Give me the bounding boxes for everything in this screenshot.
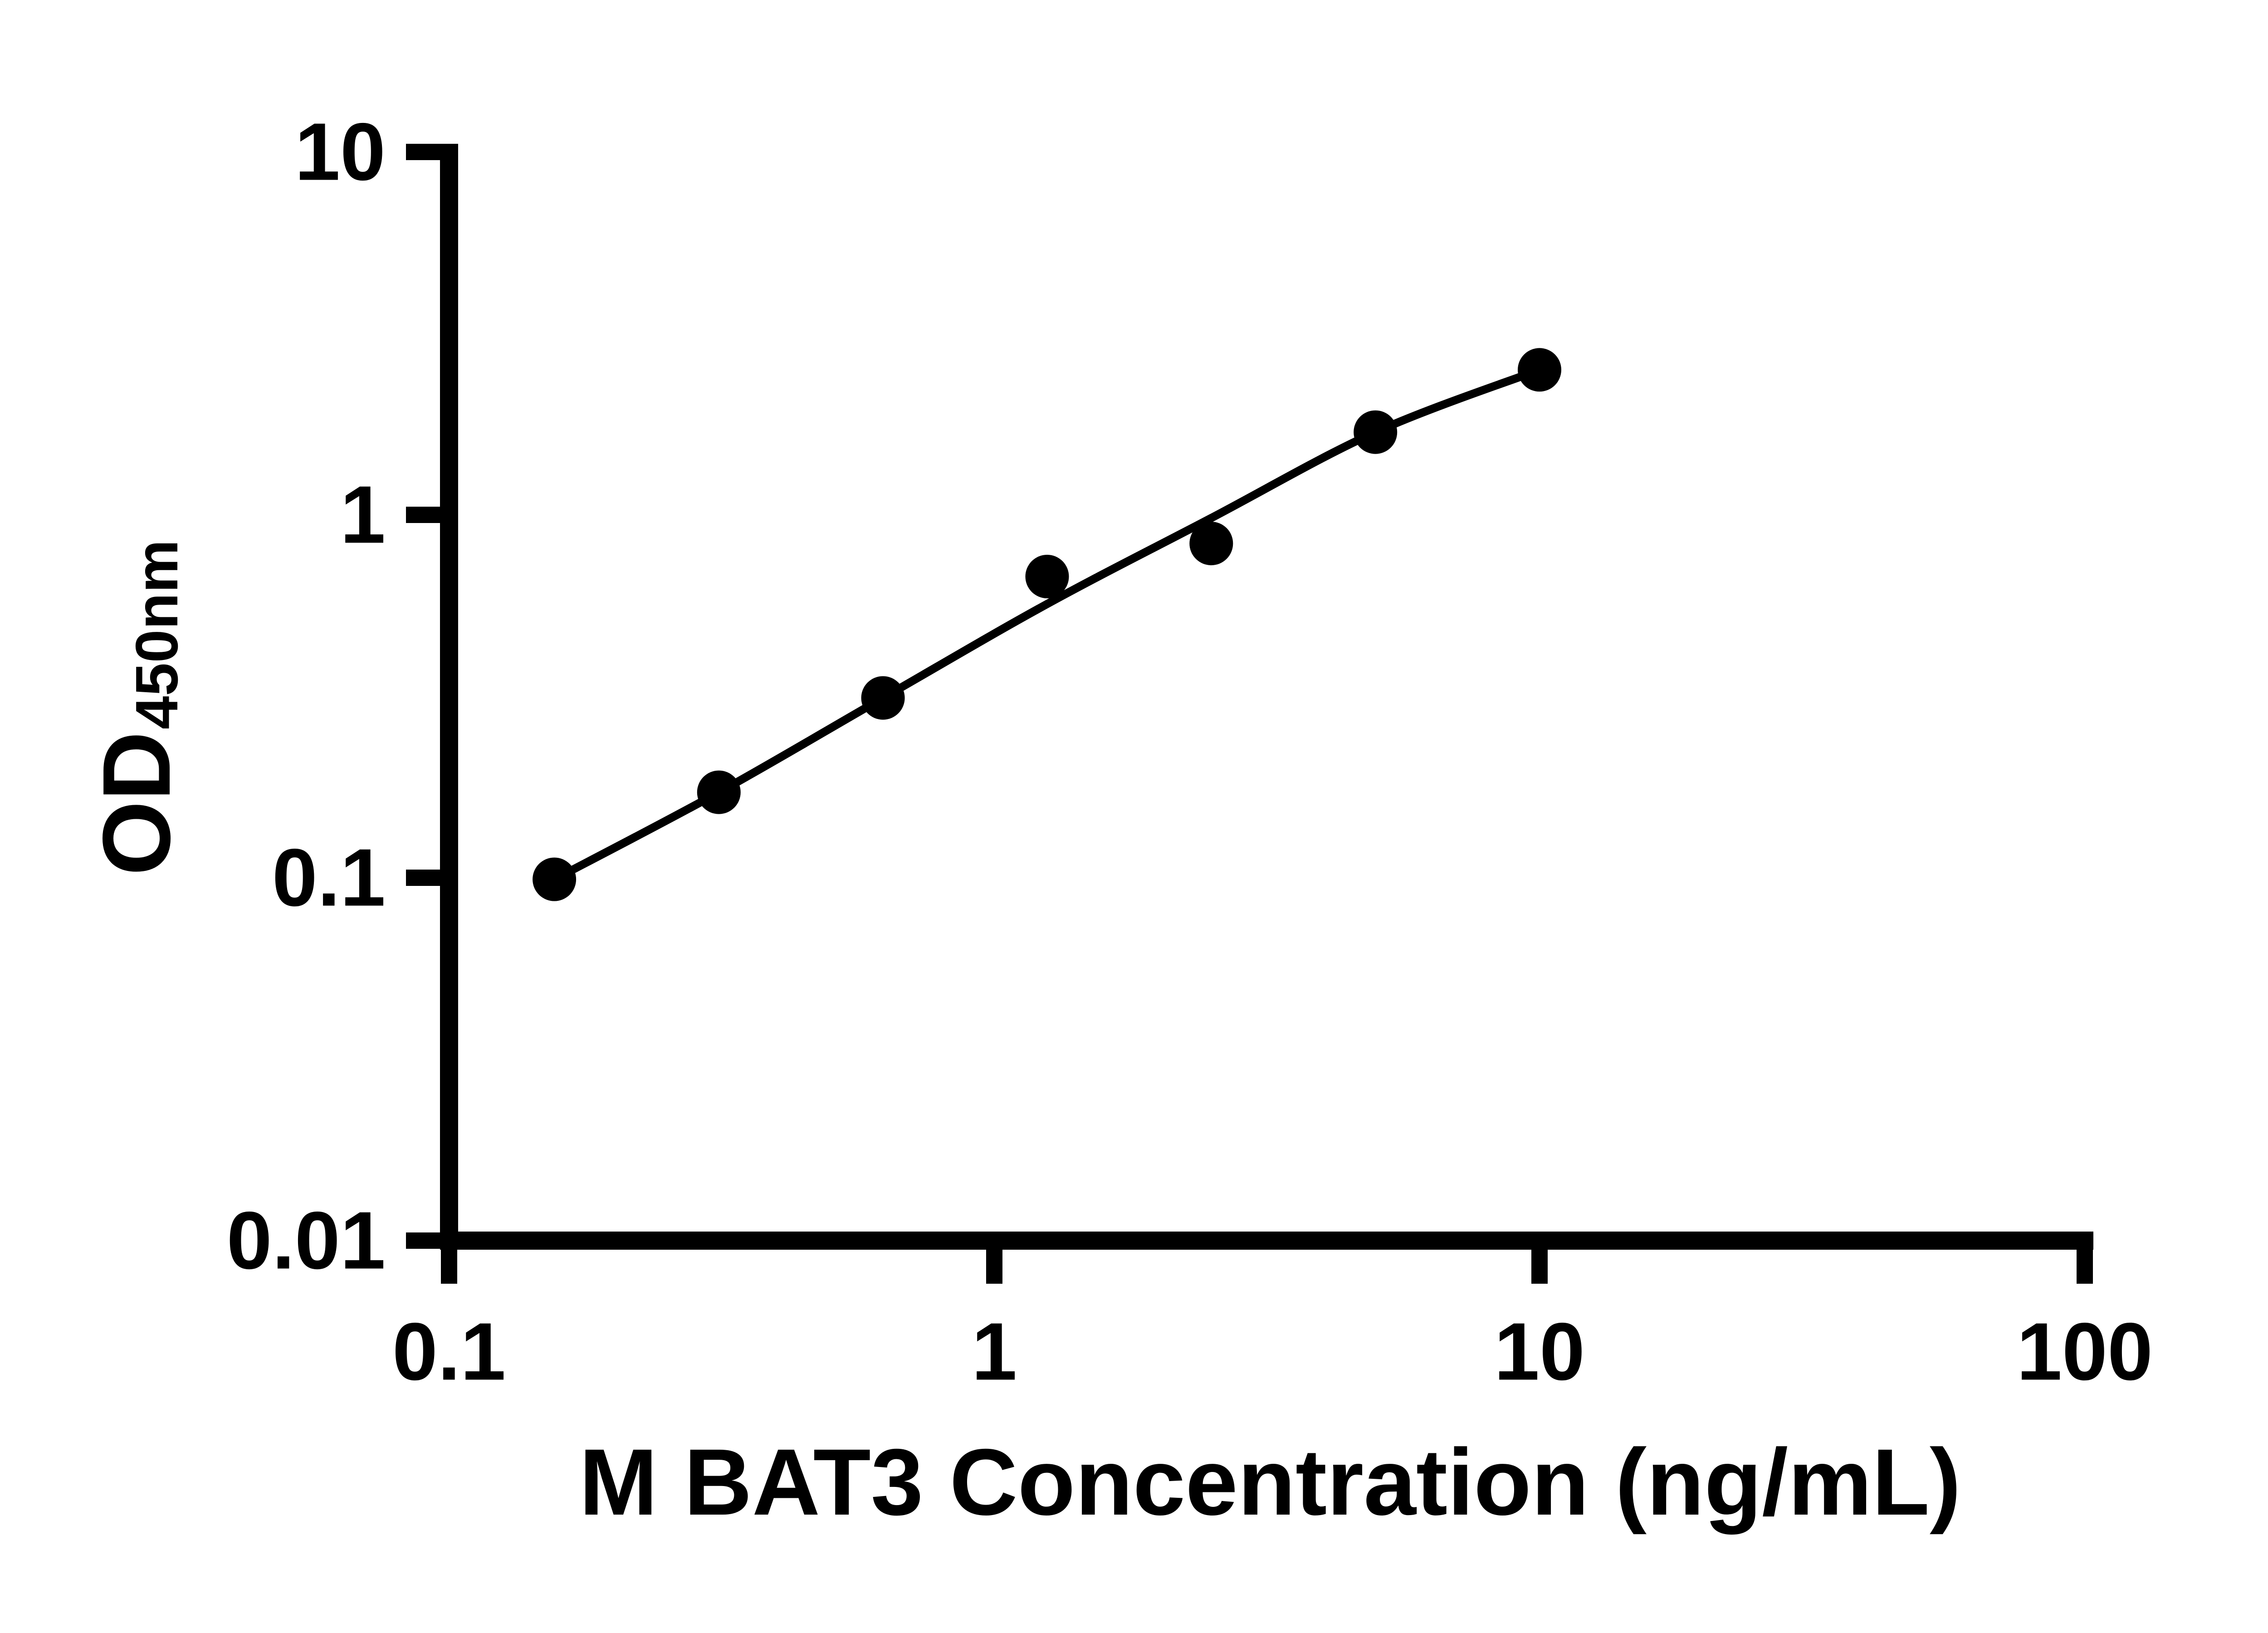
data-point-6	[1354, 410, 1398, 454]
data-point-4	[1025, 555, 1069, 598]
plot-layer	[533, 348, 1561, 901]
x-tick-label-10: 10	[1494, 1306, 1585, 1398]
data-point-7	[1518, 348, 1561, 392]
x-tick-label-1: 1	[972, 1306, 1017, 1398]
y-tick-label-10: 10	[295, 107, 386, 198]
data-point-2	[697, 770, 741, 814]
y-tick-label-0.01: 0.01	[227, 1195, 386, 1286]
data-point-1	[533, 857, 577, 901]
y-axis-title-subscript: 450nm	[123, 540, 190, 729]
y-axis-title-main: OD	[83, 731, 190, 875]
axis-spine	[440, 144, 2093, 1250]
data-point-3	[861, 676, 905, 720]
x-tick-label-100: 100	[2017, 1306, 2153, 1398]
x-axis-title: M BAT3 Concentration (ng/mL)	[579, 1430, 1961, 1535]
y-axis-title: OD 450nm	[83, 540, 190, 876]
y-tick-label-1: 1	[340, 469, 386, 561]
x-tick-label-0.1: 0.1	[392, 1306, 506, 1398]
data-point-5	[1189, 522, 1233, 566]
y-tick-label-0.1: 0.1	[272, 832, 386, 924]
